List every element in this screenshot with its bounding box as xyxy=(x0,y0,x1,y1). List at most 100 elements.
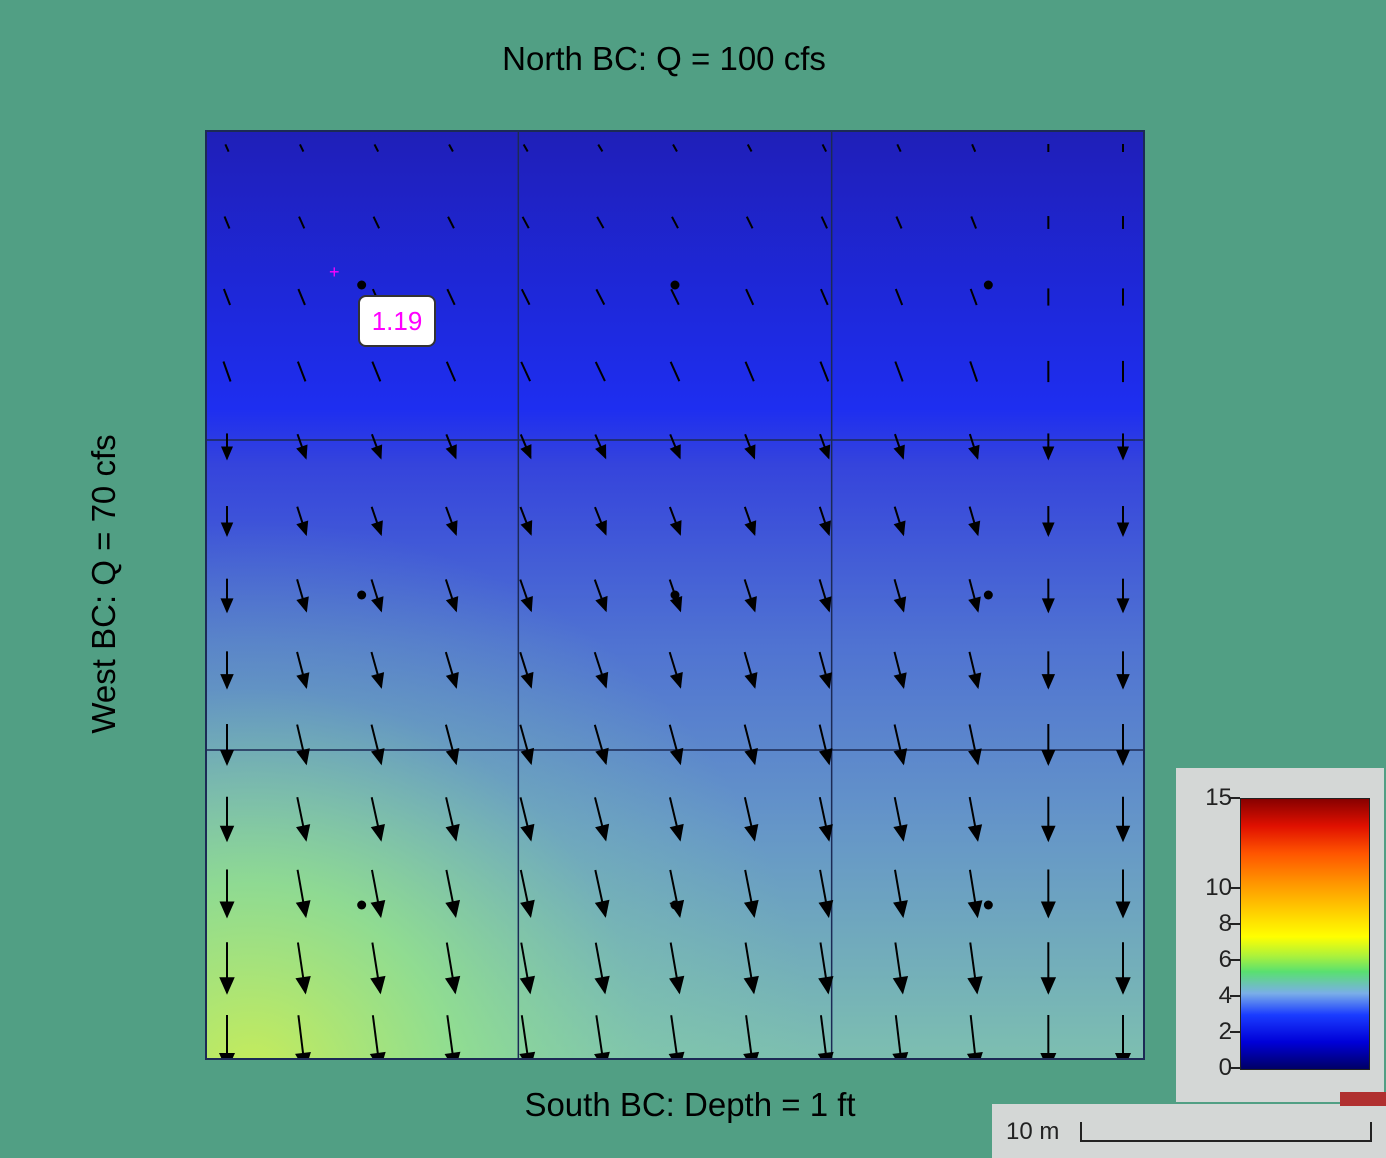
velocity-arrow xyxy=(1041,796,1056,843)
velocity-arrow xyxy=(444,579,459,613)
mesh-node[interactable] xyxy=(983,900,993,910)
velocity-arrow xyxy=(519,579,533,613)
color-ramp xyxy=(1240,798,1370,1070)
velocity-arrow xyxy=(743,579,757,613)
velocity-arrow xyxy=(220,724,234,766)
velocity-arrow xyxy=(299,143,305,153)
velocity-arrow xyxy=(744,433,756,460)
north-boundary-label: North BC: Q = 100 cfs xyxy=(502,40,826,77)
velocity-arrow xyxy=(893,869,908,919)
legend-tick-mark xyxy=(1230,923,1240,925)
velocity-arrow xyxy=(1116,724,1130,766)
probe-value-label: 1.19 xyxy=(358,295,436,347)
velocity-arrow xyxy=(744,361,755,382)
velocity-arrow xyxy=(594,434,607,460)
velocity-arrow xyxy=(372,216,381,229)
velocity-arrow xyxy=(595,288,606,306)
legend-tick-label: 2 xyxy=(1218,1018,1232,1045)
mesh-node[interactable] xyxy=(670,900,680,910)
velocity-arrow xyxy=(818,797,833,842)
velocity-arrow xyxy=(444,651,459,689)
velocity-arrow xyxy=(969,361,979,382)
mesh-node[interactable] xyxy=(357,280,367,290)
velocity-arrow xyxy=(296,651,310,690)
velocity-arrow xyxy=(222,288,232,306)
velocity-arrow xyxy=(743,724,758,766)
velocity-arrow xyxy=(1041,651,1056,690)
velocity-arrow xyxy=(594,797,610,842)
velocity-arrow xyxy=(222,361,232,382)
velocity-arrow xyxy=(370,942,386,995)
velocity-arrow xyxy=(1041,724,1056,766)
velocity-arrow xyxy=(519,942,536,995)
velocity-arrow xyxy=(219,869,235,919)
mesh-node[interactable] xyxy=(983,280,993,290)
velocity-arrow xyxy=(894,288,904,306)
velocity-arrow xyxy=(221,433,233,461)
legend-tick-label: 0 xyxy=(1218,1054,1232,1081)
velocity-arrow xyxy=(893,796,908,842)
velocity-arrow xyxy=(370,651,385,689)
mesh-node[interactable] xyxy=(670,590,680,600)
velocity-arrow xyxy=(893,724,908,766)
velocity-arrow xyxy=(893,506,906,537)
velocity-arrow xyxy=(896,143,902,153)
velocity-arrow xyxy=(818,506,831,537)
velocity-arrow xyxy=(445,797,460,842)
velocity-arrow xyxy=(593,579,608,613)
velocity-arrow xyxy=(669,361,681,382)
velocity-arrow xyxy=(370,724,385,766)
velocity-arrow xyxy=(448,144,454,152)
probe-cross-marker: + xyxy=(329,262,340,282)
legend-tick-mark xyxy=(1230,887,1240,889)
velocity-arrow xyxy=(224,143,230,153)
velocity-arrow xyxy=(296,796,311,842)
legend-tick-mark xyxy=(1230,1031,1240,1033)
map-edge-patch xyxy=(1340,1092,1386,1106)
velocity-arrow xyxy=(594,869,610,918)
velocity-arrow xyxy=(295,869,311,919)
velocity-arrow xyxy=(445,361,457,382)
west-boundary-label: West BC: Q = 70 cfs xyxy=(85,434,122,734)
legend-tick-label: 15 xyxy=(1205,784,1232,811)
velocity-arrow xyxy=(296,724,310,766)
velocity-arrow xyxy=(373,143,380,153)
velocity-arrow xyxy=(520,361,532,382)
velocity-arrow xyxy=(818,579,832,613)
velocity-arrow xyxy=(893,433,905,460)
velocity-arrow xyxy=(519,724,535,766)
velocity-arrow xyxy=(370,869,386,919)
velocity-arrow xyxy=(519,651,534,689)
legend-tick-mark xyxy=(1230,797,1240,799)
mesh-domain[interactable] xyxy=(205,130,1145,1060)
velocity-arrow xyxy=(669,942,685,995)
mesh-node[interactable] xyxy=(983,590,993,600)
velocity-arrow xyxy=(818,433,831,460)
velocity-arrow xyxy=(445,506,458,536)
velocity-arrow xyxy=(818,724,833,766)
velocity-arrow xyxy=(596,216,605,229)
velocity-arrow xyxy=(669,434,681,460)
mesh-node[interactable] xyxy=(357,900,367,910)
velocity-arrow xyxy=(295,942,311,995)
velocity-arrow xyxy=(1115,796,1131,843)
legend-tick-label: 4 xyxy=(1218,982,1232,1009)
velocity-arrow xyxy=(593,651,609,689)
velocity-arrow xyxy=(446,288,456,306)
velocity-arrow xyxy=(745,288,755,306)
velocity-arrow xyxy=(519,797,535,842)
velocity-arrow xyxy=(971,143,977,153)
mesh-node[interactable] xyxy=(357,590,367,600)
velocity-arrow xyxy=(668,506,682,536)
scale-bar-panel: 10 m xyxy=(992,1104,1386,1158)
velocity-arrow xyxy=(219,942,235,995)
velocity-arrow xyxy=(968,433,980,460)
color-legend: 15 10 8 6 4 2 0 xyxy=(1176,768,1384,1102)
velocity-arrow xyxy=(743,942,759,995)
velocity-arrow xyxy=(746,143,753,153)
velocity-arrow xyxy=(821,143,828,153)
velocity-arrow xyxy=(668,651,683,689)
velocity-arrow xyxy=(445,433,457,460)
mesh-node[interactable] xyxy=(670,280,680,290)
velocity-arrow xyxy=(743,506,757,537)
